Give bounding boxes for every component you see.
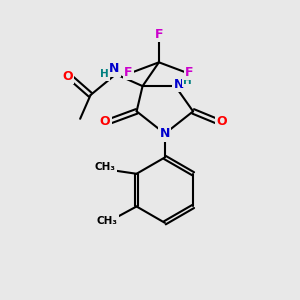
Text: N: N <box>160 127 170 140</box>
Text: O: O <box>100 115 110 128</box>
Text: N: N <box>174 78 184 91</box>
Text: F: F <box>124 66 133 79</box>
Text: F: F <box>185 66 194 79</box>
Text: CH₃: CH₃ <box>94 162 115 172</box>
Text: H: H <box>183 76 192 86</box>
Text: N: N <box>109 62 119 75</box>
Text: O: O <box>217 115 227 128</box>
Text: O: O <box>62 70 73 83</box>
Text: CH₃: CH₃ <box>97 216 118 226</box>
Text: H: H <box>100 69 109 79</box>
Text: F: F <box>155 28 163 40</box>
